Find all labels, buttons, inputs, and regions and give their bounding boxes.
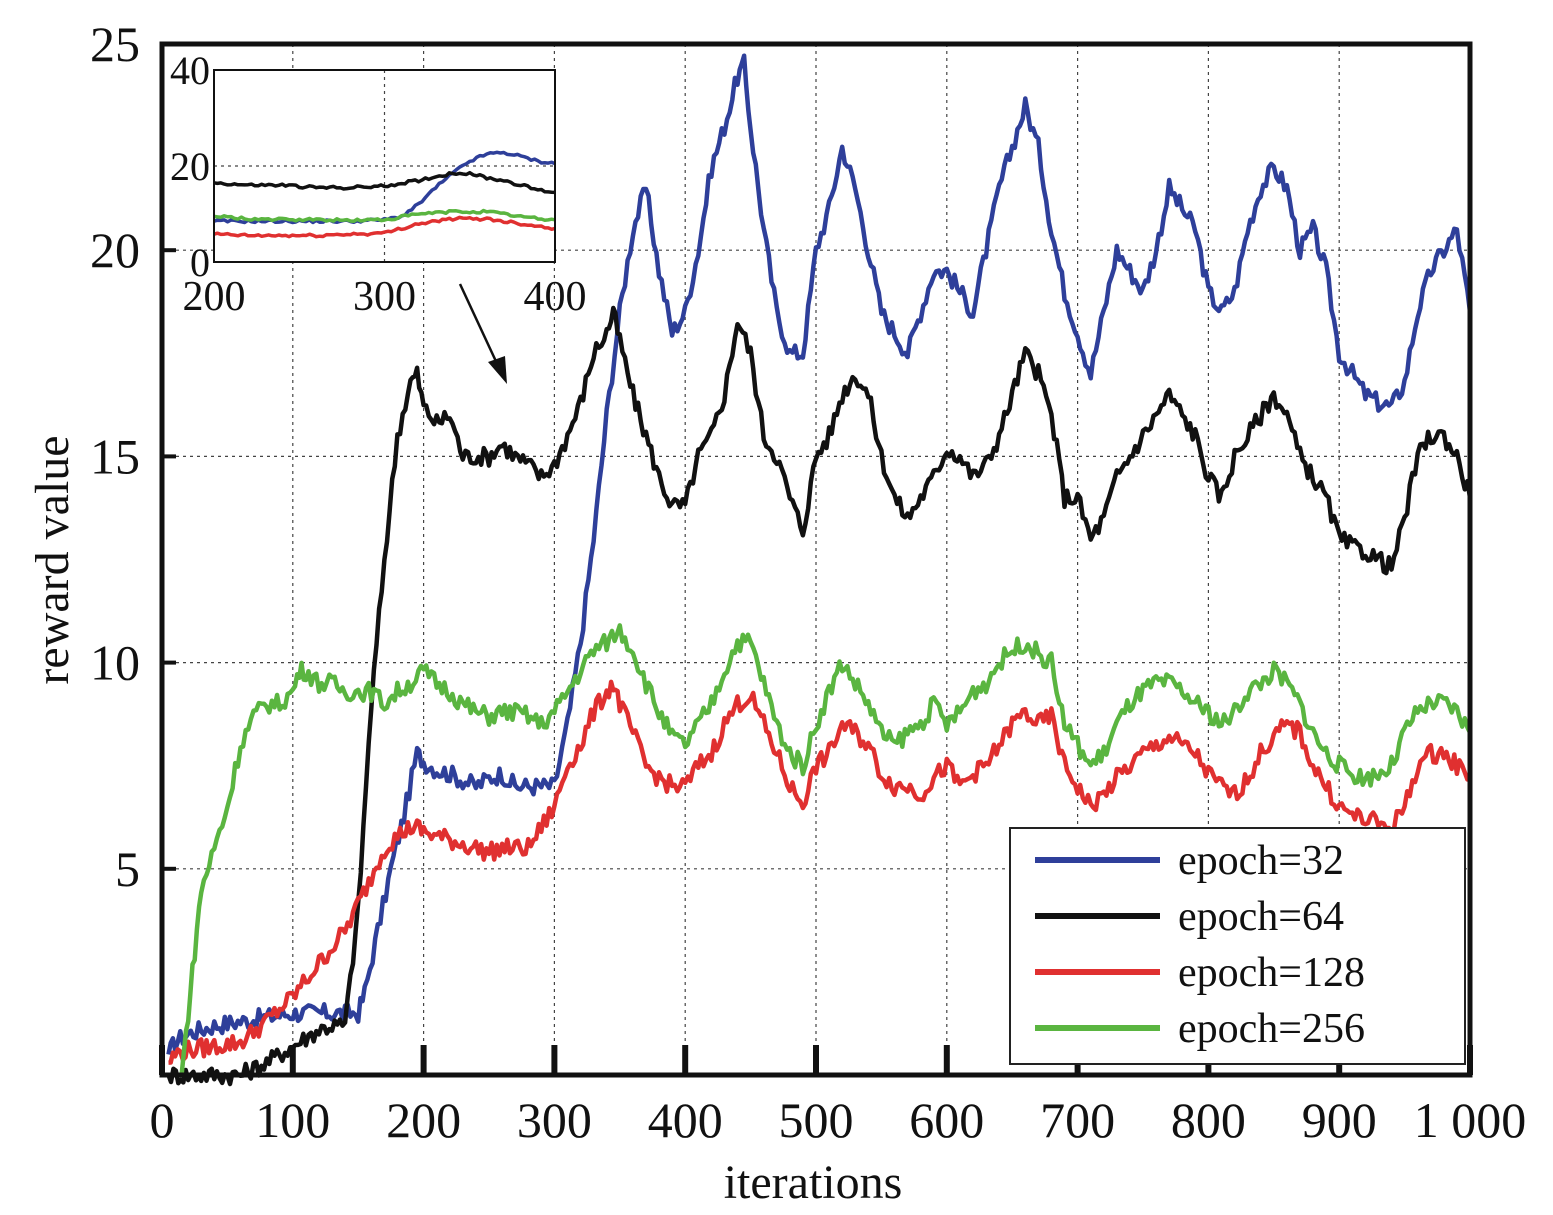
inset-series-line-epoch-64 bbox=[213, 170, 556, 195]
annotation bbox=[458, 283, 507, 384]
x-tick-label: 400 bbox=[648, 1092, 723, 1148]
inset-series-line-epoch-256 bbox=[213, 208, 556, 224]
x-tick-label: 200 bbox=[386, 1092, 461, 1148]
zoom-arrow-head bbox=[488, 356, 507, 384]
x-axis-title: iterations bbox=[724, 1156, 903, 1209]
tick-labels: 0 100 200 300 400 500 600 700 800 900 1 0005101520… bbox=[90, 16, 1526, 1148]
legend-label: epoch=32 bbox=[1178, 838, 1344, 884]
zoom-arrow bbox=[458, 283, 502, 371]
legend-label: epoch=64 bbox=[1178, 894, 1344, 940]
x-tick-label: 0 bbox=[150, 1092, 175, 1148]
inset-chart: 200 300 400 0 20 40 bbox=[170, 48, 587, 320]
y-tick-label: 25 bbox=[90, 16, 140, 72]
x-tick-label: 800 bbox=[1171, 1092, 1246, 1148]
series-line-epoch-128 bbox=[168, 679, 1473, 1065]
x-tick-label: 300 bbox=[517, 1092, 592, 1148]
inset-border bbox=[213, 69, 556, 263]
series-layer bbox=[166, 53, 1473, 1087]
legend: epoch=32 epoch=64 epoch=128 epoch=256 bbox=[1009, 827, 1466, 1065]
legend-label: epoch=256 bbox=[1178, 1006, 1365, 1052]
series-line-epoch-64 bbox=[166, 305, 1473, 1087]
y-axis-title: reward value bbox=[26, 435, 79, 684]
inset-x-tick-label: 300 bbox=[353, 274, 416, 320]
y-tick-label: 5 bbox=[115, 841, 140, 897]
inset-y-tick-label: 40 bbox=[170, 48, 210, 93]
inset-x-tick-label: 400 bbox=[524, 274, 587, 320]
inset-x-tick-label: 200 bbox=[183, 274, 246, 320]
series-line-epoch-32 bbox=[166, 53, 1473, 1055]
series-line-epoch-256 bbox=[179, 623, 1473, 1076]
inset-y-tick-label: 0 bbox=[190, 240, 210, 285]
x-tick-label: 900 bbox=[1302, 1092, 1377, 1148]
legend-box bbox=[1009, 827, 1466, 1065]
inset-series-line-epoch-128 bbox=[213, 215, 556, 239]
y-tick-label: 15 bbox=[90, 428, 140, 484]
x-tick-label: 700 bbox=[1040, 1092, 1115, 1148]
y-tick-label: 20 bbox=[90, 222, 140, 278]
x-tick-label: 1 000 bbox=[1414, 1092, 1527, 1148]
x-tick-label: 100 bbox=[255, 1092, 330, 1148]
inset-y-tick-label: 20 bbox=[170, 144, 210, 189]
x-tick-label: 600 bbox=[909, 1092, 984, 1148]
x-tick-label: 500 bbox=[779, 1092, 854, 1148]
legend-label: epoch=128 bbox=[1178, 950, 1365, 996]
y-tick-label: 10 bbox=[90, 635, 140, 691]
